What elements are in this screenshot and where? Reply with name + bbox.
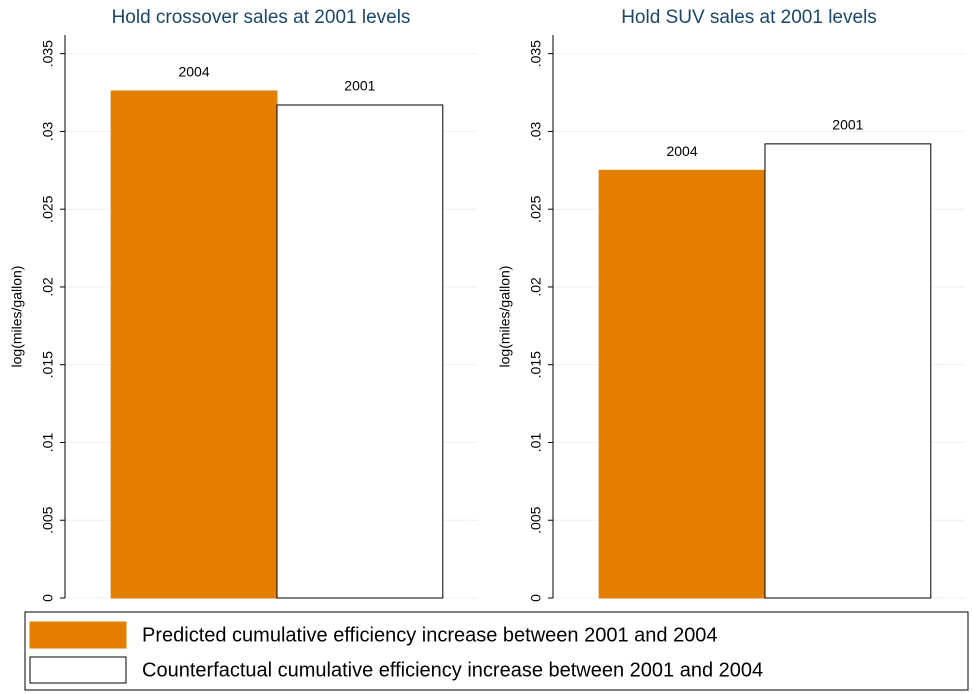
legend-box <box>24 611 969 691</box>
legend-swatch <box>29 621 127 649</box>
y-tick-label: 0 <box>40 594 56 602</box>
bar <box>276 104 444 599</box>
legend-swatch <box>29 656 127 684</box>
y-tick-label: 0 <box>528 594 544 602</box>
y-tick-label: .01 <box>528 433 544 453</box>
y-tick-label: .035 <box>40 40 56 67</box>
y-tick-label: .01 <box>40 433 56 453</box>
y-tick-label: .03 <box>40 121 56 141</box>
bar-label: 2004 <box>666 143 697 159</box>
y-tick-label: .015 <box>40 351 56 378</box>
y-axis-label: log(miles/gallon) <box>9 266 25 368</box>
legend-text: Counterfactual cumulative efficiency inc… <box>142 659 763 681</box>
y-tick-label: .03 <box>528 121 544 141</box>
chart-title: Hold crossover sales at 2001 levels <box>112 7 411 28</box>
y-axis-label: log(miles/gallon) <box>497 266 513 368</box>
y-tick-label: .02 <box>40 277 56 297</box>
bar-label: 2001 <box>344 78 375 94</box>
y-tick-label: .005 <box>528 506 544 533</box>
y-tick-label: .015 <box>528 351 544 378</box>
legend-text: Predicted cumulative efficiency increase… <box>142 624 718 646</box>
y-tick-label: .035 <box>528 40 544 67</box>
bar <box>110 90 278 599</box>
y-tick-label: .025 <box>528 195 544 222</box>
bar <box>598 169 766 599</box>
bar <box>764 143 932 599</box>
chart-title: Hold SUV sales at 2001 levels <box>621 7 877 28</box>
y-tick-label: .025 <box>40 195 56 222</box>
y-tick-label: .005 <box>40 506 56 533</box>
y-tick-label: .02 <box>528 277 544 297</box>
bar-label: 2004 <box>178 64 209 80</box>
bar-label: 2001 <box>832 117 863 133</box>
